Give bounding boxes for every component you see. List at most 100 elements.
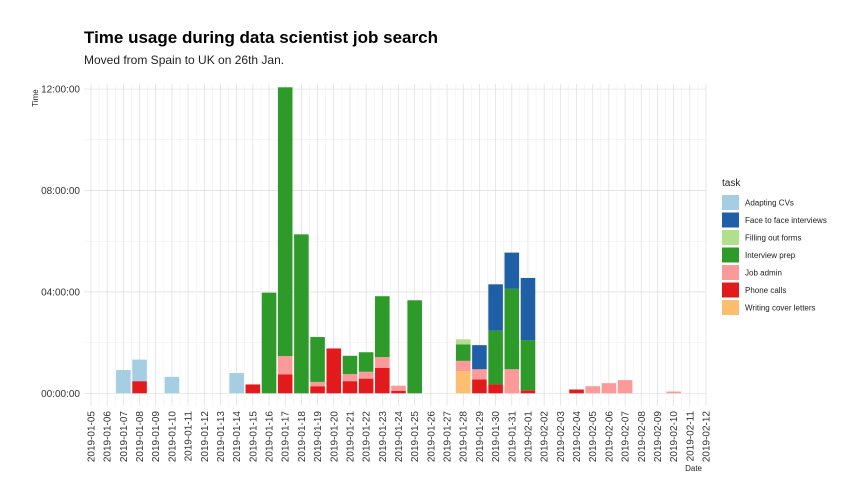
bar-segment [504, 252, 520, 289]
legend-title: task [722, 178, 741, 189]
legend-label: Writing cover letters [745, 304, 816, 313]
y-axis-title: Time [31, 89, 40, 107]
bar-segment [375, 296, 390, 358]
x-axis-title: Date [685, 464, 702, 473]
x-tick-label: 2019-02-10 [669, 411, 680, 463]
bars [116, 87, 681, 394]
bar-segment [245, 384, 261, 394]
legend-label: Face to face interviews [745, 216, 827, 225]
x-tick-label: 2019-01-15 [248, 411, 259, 463]
legend-label: Phone calls [745, 286, 786, 295]
bar-segment [488, 330, 503, 385]
legend-label: Filling out forms [745, 234, 801, 243]
legend-swatch [722, 247, 739, 263]
x-tick-label: 2019-01-31 [507, 411, 518, 463]
legend-swatch [722, 230, 739, 245]
x-tick-label: 2019-01-27 [443, 411, 454, 463]
bar-segment [407, 300, 422, 394]
x-tick-label: 2019-01-28 [459, 411, 470, 463]
bar-segment [455, 339, 471, 345]
x-tick-label: 2019-01-10 [167, 411, 178, 463]
bar-segment [520, 340, 536, 391]
y-tick-label: 12:00:00 [41, 85, 80, 96]
bar-segment [455, 344, 471, 361]
bar-segment [504, 288, 520, 370]
bar-segment [375, 357, 390, 368]
x-tick-label: 2019-02-09 [653, 411, 664, 463]
grid [84, 84, 707, 406]
x-tick-label: 2019-02-05 [588, 411, 599, 463]
y-tick-label: 04:00:00 [41, 287, 80, 298]
bar-segment [132, 359, 147, 382]
bar-segment [116, 369, 131, 394]
x-tick-label: 2019-01-14 [232, 411, 243, 463]
bar-segment [358, 371, 374, 379]
chart-subtitle: Moved from Spain to UK on 26th Jan. [84, 53, 284, 67]
bar-segment [229, 373, 244, 394]
x-tick-label: 2019-01-07 [119, 411, 130, 463]
x-tick-label: 2019-01-16 [265, 411, 276, 463]
legend-swatch [722, 282, 739, 298]
x-tick-label: 2019-02-12 [702, 411, 713, 463]
x-tick-label: 2019-01-09 [151, 411, 162, 463]
x-tick-label: 2019-01-19 [313, 411, 324, 463]
legend-swatch [722, 265, 739, 280]
bar-segment [310, 386, 325, 394]
x-tick-label: 2019-01-22 [362, 411, 373, 463]
x-tick-label: 2019-01-26 [426, 411, 437, 463]
bar-segment [520, 390, 536, 394]
x-tick-label: 2019-01-12 [200, 411, 211, 463]
x-tick-label: 2019-02-11 [685, 411, 696, 462]
x-tick-label: 2019-02-04 [572, 411, 583, 463]
bar-segment [472, 369, 487, 380]
legend-label: Adapting CVs [745, 199, 794, 208]
x-tick-label: 2019-01-05 [87, 411, 98, 463]
bar-segment [277, 356, 293, 375]
legend-swatch [722, 212, 739, 228]
bar-segment [488, 284, 503, 331]
x-tick-label: 2019-01-21 [345, 411, 356, 463]
legend-label: Job admin [745, 269, 782, 278]
bar-segment [294, 234, 309, 394]
bar-segment [132, 381, 147, 394]
x-tick-label: 2019-01-18 [297, 411, 308, 463]
x-tick-label: 2019-01-20 [329, 411, 340, 463]
bar-segment [455, 360, 471, 372]
bar-segment [358, 352, 374, 372]
bar-segment [585, 386, 600, 394]
chart-title: Time usage during data scientist job sea… [84, 28, 438, 47]
x-tick-label: 2019-02-01 [523, 411, 534, 463]
bar-segment [601, 383, 617, 394]
bar-segment [391, 390, 406, 394]
x-tick-label: 2019-02-08 [637, 411, 648, 463]
bar-segment [342, 381, 358, 394]
legend-label: Interview prep [745, 251, 796, 260]
bar-segment [488, 384, 503, 394]
x-tick-label: 2019-01-23 [378, 411, 389, 463]
y-axis-ticks: 00:00:00 04:00:00 08:00:00 12:00:00 [41, 85, 80, 400]
x-tick-label: 2019-01-30 [491, 411, 502, 463]
y-tick-label: 00:00:00 [41, 389, 80, 400]
x-tick-label: 2019-02-03 [556, 411, 567, 463]
bar-segment [455, 371, 471, 394]
x-tick-label: 2019-01-25 [410, 411, 421, 463]
bar-segment [666, 391, 681, 394]
x-tick-label: 2019-02-07 [621, 411, 632, 463]
y-tick-label: 08:00:00 [41, 186, 80, 197]
bar-segment [504, 369, 520, 394]
x-tick-label: 2019-01-13 [216, 411, 227, 463]
bar-segment [520, 277, 536, 341]
bar-segment [261, 292, 277, 394]
bar-segment [277, 87, 293, 357]
bar-segment [569, 389, 584, 394]
bar-segment [277, 374, 293, 394]
x-tick-label: 2019-01-24 [394, 411, 405, 463]
x-tick-label: 2019-01-17 [281, 411, 292, 463]
bar-segment [310, 337, 325, 382]
legend-swatch [722, 195, 739, 210]
x-tick-label: 2019-01-08 [135, 411, 146, 463]
bar-segment [164, 376, 180, 394]
bar-segment [326, 348, 342, 394]
x-tick-label: 2019-01-06 [103, 411, 114, 463]
